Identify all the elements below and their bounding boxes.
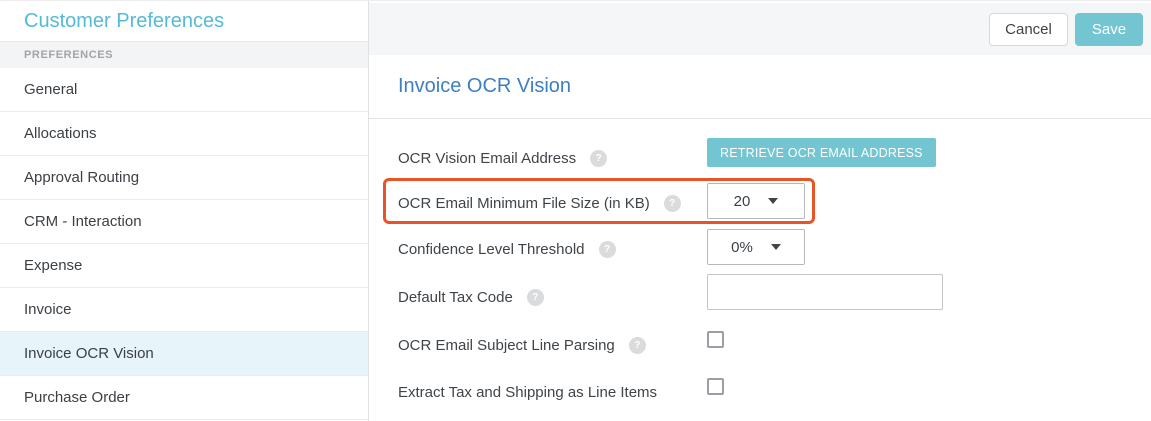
field-label-text: OCR Vision Email Address: [398, 149, 577, 167]
help-icon[interactable]: ?: [590, 149, 608, 167]
default-tax-code-input[interactable]: [707, 274, 943, 310]
main-panel: Cancel Save Invoice OCR Vision OCR Visio…: [369, 1, 1151, 421]
min-file-size-dropdown[interactable]: 20: [707, 183, 805, 219]
sidebar-item-expense[interactable]: Expense: [0, 244, 368, 288]
sidebar-item-crm-interaction[interactable]: CRM - Interaction: [0, 200, 368, 244]
sidebar-item-approval-routing[interactable]: Approval Routing: [0, 156, 368, 200]
field-label-default-tax-code: Default Tax Code ?: [398, 288, 544, 306]
field-label-text: Extract Tax and Shipping as Line Items: [398, 383, 658, 401]
confidence-threshold-dropdown[interactable]: 0%: [707, 229, 805, 265]
field-label-text: Default Tax Code: [398, 288, 513, 306]
sidebar-item-invoice[interactable]: Invoice: [0, 288, 368, 332]
retrieve-ocr-email-address-button[interactable]: RETRIEVE OCR EMAIL ADDRESS: [707, 138, 936, 167]
sidebar-item-allocations[interactable]: Allocations: [0, 112, 368, 156]
sidebar-item-purchase-order[interactable]: Purchase Order: [0, 376, 368, 420]
chevron-down-icon: [768, 198, 779, 204]
page-title: Invoice OCR Vision: [398, 75, 572, 97]
help-icon[interactable]: ?: [526, 288, 544, 306]
sidebar-title: Customer Preferences: [0, 1, 368, 42]
dropdown-value: 0%: [731, 238, 753, 256]
field-label-confidence-level-threshold: Confidence Level Threshold ?: [398, 240, 616, 258]
subject-line-parsing-checkbox[interactable]: [707, 331, 724, 348]
field-label-text: Confidence Level Threshold: [398, 240, 585, 258]
field-label-text: OCR Email Minimum File Size (in KB): [398, 194, 650, 212]
field-label-ocr-email-minimum-file-size: OCR Email Minimum File Size (in KB) ?: [398, 194, 681, 212]
sidebar-item-general[interactable]: General: [0, 68, 368, 112]
sidebar-section-header: PREFERENCES: [0, 42, 368, 68]
help-icon[interactable]: ?: [628, 336, 646, 354]
field-label-text: OCR Email Subject Line Parsing: [398, 336, 615, 354]
cancel-button[interactable]: Cancel: [989, 13, 1068, 46]
field-label-ocr-email-subject-line-parsing: OCR Email Subject Line Parsing ?: [398, 336, 646, 354]
field-label-extract-tax-shipping: Extract Tax and Shipping as Line Items: [398, 383, 657, 401]
field-label-ocr-vision-email-address: OCR Vision Email Address ?: [398, 149, 608, 167]
sidebar-item-invoice-ocr-vision[interactable]: Invoice OCR Vision: [0, 332, 368, 376]
dropdown-value: 20: [733, 192, 751, 210]
help-icon[interactable]: ?: [598, 240, 616, 258]
extract-tax-shipping-checkbox[interactable]: [707, 378, 724, 395]
chevron-down-icon: [770, 244, 781, 250]
help-icon[interactable]: ?: [663, 194, 681, 212]
title-divider: [369, 118, 1151, 119]
save-button[interactable]: Save: [1075, 13, 1143, 46]
sidebar: Customer Preferences PREFERENCES General…: [0, 1, 369, 421]
